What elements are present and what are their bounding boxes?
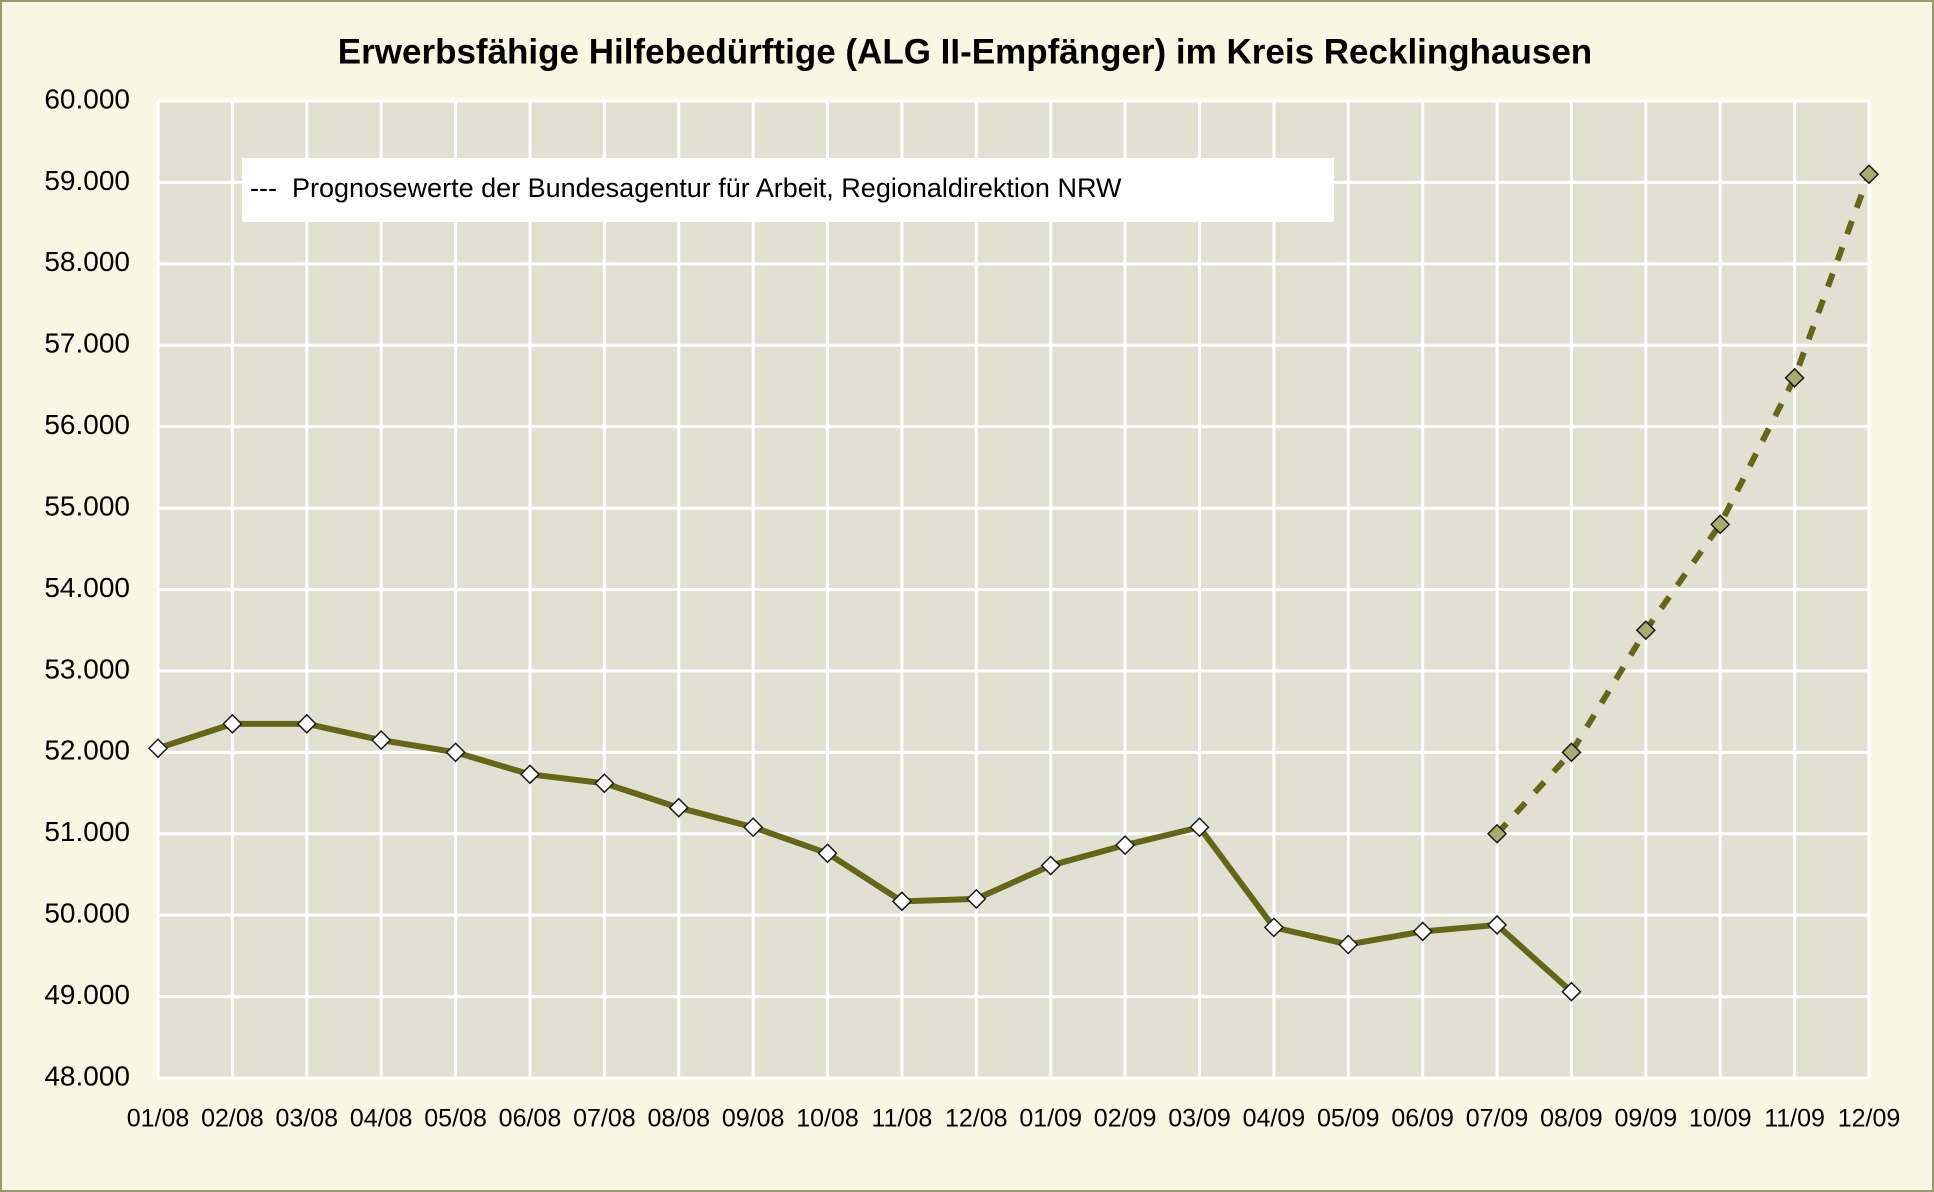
data-point	[1040, 855, 1061, 876]
x-tick-label: 05/09	[1317, 1105, 1380, 1133]
data-point	[743, 817, 764, 838]
x-tick-label: 01/09	[1019, 1105, 1082, 1133]
x-tick-label: 12/08	[945, 1105, 1008, 1133]
y-tick-label: 55.000	[44, 490, 130, 521]
x-tick-label: 09/08	[722, 1105, 785, 1133]
data-point	[1561, 981, 1582, 1002]
data-point	[222, 713, 243, 734]
y-tick-label: 57.000	[44, 328, 130, 359]
x-tick-label: 04/08	[350, 1105, 413, 1133]
annotation-box	[242, 158, 1334, 222]
x-tick-label: 10/08	[796, 1105, 859, 1133]
data-point	[147, 738, 169, 759]
x-tick-label: 06/08	[499, 1105, 562, 1133]
x-tick-label: 03/09	[1168, 1105, 1231, 1133]
y-tick-label: 50.000	[44, 898, 130, 929]
data-point	[1412, 921, 1433, 942]
data-point	[1115, 835, 1136, 856]
data-point	[445, 742, 466, 763]
data-point	[668, 797, 689, 818]
x-tick-label: 10/09	[1689, 1105, 1752, 1133]
series-line	[157, 720, 1574, 994]
x-tick-label: 02/09	[1094, 1105, 1157, 1133]
x-tick-label: 01/08	[127, 1105, 190, 1133]
x-tick-label: 09/09	[1615, 1105, 1678, 1133]
data-point	[1635, 620, 1656, 641]
y-tick-label: 52.000	[44, 735, 130, 766]
data-point	[1486, 914, 1508, 935]
data-point	[1784, 367, 1805, 388]
data-point	[891, 891, 912, 912]
x-tick-label: 11/09	[1764, 1105, 1825, 1133]
data-point	[1486, 823, 1508, 844]
x-tick-label: 05/08	[424, 1105, 487, 1133]
y-tick-label: 48.000	[44, 1060, 130, 1091]
y-tick-label: 53.000	[44, 653, 130, 684]
x-tick-label: 12/09	[1838, 1105, 1901, 1133]
data-point	[966, 888, 987, 909]
marks	[147, 164, 1880, 1002]
grid	[156, 99, 1871, 1080]
x-tick-label: 02/08	[201, 1105, 264, 1133]
x-tick-label: 08/09	[1540, 1105, 1603, 1133]
x-tick-label: 07/08	[573, 1105, 636, 1133]
data-point	[371, 730, 392, 751]
data-point	[1561, 742, 1582, 763]
x-tick-label: 07/09	[1466, 1105, 1529, 1133]
x-tick-label: 06/09	[1391, 1105, 1454, 1133]
y-tick-label: 51.000	[44, 816, 130, 847]
y-tick-label: 58.000	[44, 246, 130, 277]
data-point	[296, 713, 317, 734]
data-point	[1189, 817, 1210, 838]
data-point	[519, 764, 541, 785]
data-point	[817, 843, 838, 864]
data-point	[1858, 164, 1880, 185]
chart-title: Erwerbsfähige Hilfebedürftige (ALG II-Em…	[338, 32, 1592, 71]
y-tick-label: 59.000	[44, 165, 130, 196]
y-tick-label: 54.000	[44, 572, 130, 603]
x-tick-label: 04/09	[1243, 1105, 1306, 1133]
x-tick-label: 11/08	[872, 1105, 933, 1133]
annotation: --- Prognosewerte der Bundesagentur für …	[250, 173, 1122, 203]
x-tick-label: 03/08	[276, 1105, 339, 1133]
data-point	[594, 773, 615, 794]
y-tick-label: 60.000	[44, 83, 130, 114]
series-line	[1494, 173, 1872, 836]
data-point	[1710, 514, 1731, 535]
data-point	[1263, 917, 1284, 938]
y-tick-label: 49.000	[44, 979, 130, 1010]
data-point	[1338, 934, 1359, 955]
x-tick-label: 08/08	[647, 1105, 710, 1133]
y-tick-label: 56.000	[44, 409, 130, 440]
